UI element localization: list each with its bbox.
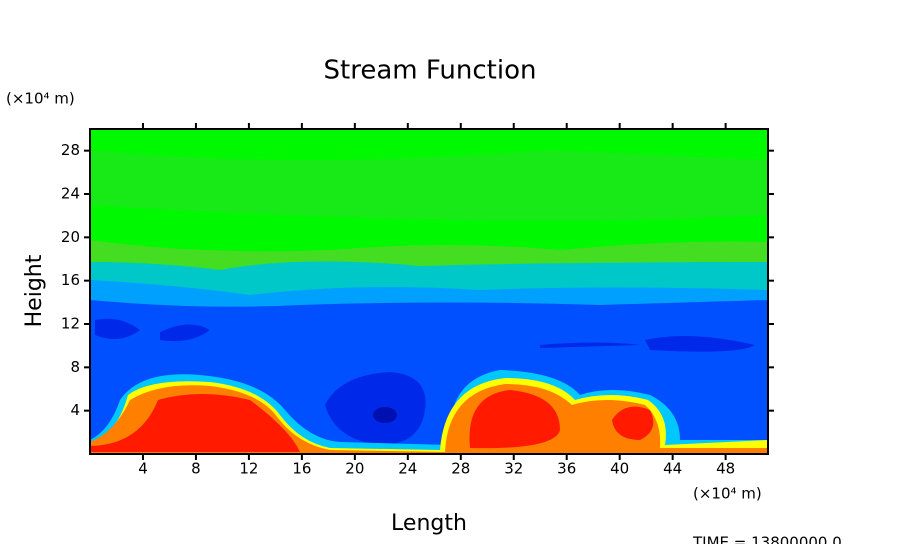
- x-tick-label: 40: [610, 460, 629, 478]
- x-tick-label: 32: [504, 460, 523, 478]
- y-tick-label: 12: [61, 315, 80, 333]
- y-tick-label: 16: [61, 271, 80, 289]
- y-unit: (×10⁴ m): [6, 90, 75, 108]
- x-tick-label: 28: [451, 460, 470, 478]
- x-tick-label: 12: [239, 460, 258, 478]
- x-tick-label: 44: [663, 460, 682, 478]
- plot-frame: [89, 128, 769, 455]
- contour-fill: [90, 129, 768, 454]
- x-tick-label: 24: [398, 460, 417, 478]
- y-axis-label: Height: [22, 254, 47, 327]
- y-tick-label: 28: [61, 141, 80, 159]
- x-tick-label: 16: [292, 460, 311, 478]
- x-tick-label: 48: [716, 460, 735, 478]
- x-axis-label: Length: [391, 511, 467, 536]
- x-tick-label: 20: [345, 460, 364, 478]
- x-tick-label: 36: [557, 460, 576, 478]
- x-tick-label: 4: [138, 460, 148, 478]
- y-tick-label: 24: [61, 185, 80, 203]
- x-tick-label: 8: [191, 460, 201, 478]
- chart-title: Stream Function: [324, 56, 537, 86]
- footer: TIME = 13800000.0: [692, 534, 842, 545]
- y-tick-label: 8: [70, 358, 80, 376]
- x-unit: (×10⁴ m): [693, 485, 762, 503]
- y-tick-label: 4: [70, 401, 80, 419]
- y-tick-label: 20: [61, 228, 80, 246]
